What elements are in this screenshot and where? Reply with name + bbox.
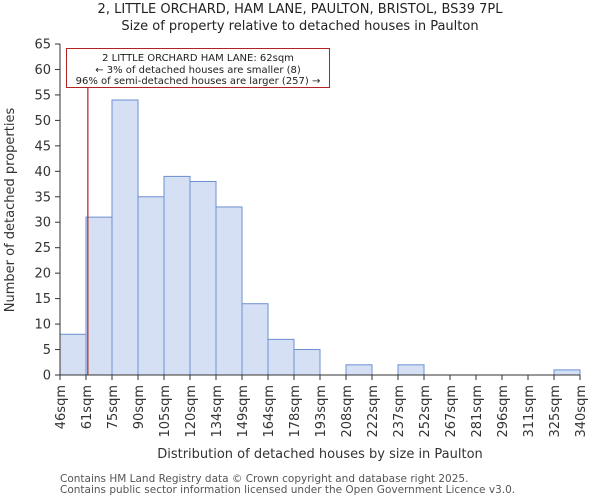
y-tick-label-45: 45	[34, 139, 51, 154]
bar-75sqm	[111, 99, 139, 376]
x-tick-label-325sqm: 325sqm	[548, 385, 563, 438]
x-tick-label-193sqm: 193sqm	[314, 385, 329, 438]
y-tick-label-20: 20	[34, 267, 51, 282]
x-axis-title: Distribution of detached houses by size …	[157, 447, 483, 462]
y-tick-label-0: 0	[43, 369, 51, 384]
x-tick-label-252sqm: 252sqm	[418, 385, 433, 438]
annotation-line-2: ← 3% of detached houses are smaller (8)	[95, 64, 301, 76]
x-tick-label-222sqm: 222sqm	[366, 385, 381, 438]
y-axis-title: Number of detached properties	[3, 108, 18, 313]
bar-164sqm	[267, 338, 295, 376]
footer-line-2: Contains public sector information licen…	[60, 484, 516, 496]
y-tick-label-5: 5	[43, 343, 51, 358]
x-tick-label-90sqm: 90sqm	[132, 385, 147, 429]
x-tick-label-311sqm: 311sqm	[522, 385, 537, 438]
x-tick-label-149sqm: 149sqm	[236, 385, 251, 438]
x-tick-label-237sqm: 237sqm	[392, 385, 407, 438]
x-tick-label-340sqm: 340sqm	[574, 385, 589, 438]
chart-subtitle: Size of property relative to detached ho…	[121, 19, 479, 34]
y-tick-label-60: 60	[34, 63, 51, 78]
y-tick-label-35: 35	[34, 190, 51, 205]
x-tick-label-46sqm: 46sqm	[54, 385, 69, 429]
bar-61sqm	[85, 216, 113, 376]
bar-46sqm	[59, 333, 87, 376]
x-tick-label-75sqm: 75sqm	[106, 385, 121, 429]
x-tick-label-267sqm: 267sqm	[444, 385, 459, 438]
x-tick-label-134sqm: 134sqm	[210, 385, 225, 438]
x-tick-label-164sqm: 164sqm	[262, 385, 277, 438]
y-tick-label-30: 30	[34, 216, 51, 231]
bar-134sqm	[215, 206, 243, 376]
y-tick-label-10: 10	[34, 318, 51, 333]
annotation-line-1: 2 LITTLE ORCHARD HAM LANE: 62sqm	[102, 53, 294, 64]
y-tick-label-25: 25	[34, 241, 51, 256]
y-tick-label-65: 65	[34, 38, 51, 53]
chart-title: 2, LITTLE ORCHARD, HAM LANE, PAULTON, BR…	[97, 2, 503, 17]
annotation-box: 2 LITTLE ORCHARD HAM LANE: 62sqm ← 3% of…	[66, 48, 330, 88]
footer-line-1: Contains HM Land Registry data © Crown c…	[60, 473, 469, 485]
bar-90sqm	[137, 196, 165, 376]
x-tick-label-208sqm: 208sqm	[340, 385, 355, 438]
annotation-line-3: 96% of semi-detached houses are larger (…	[75, 76, 321, 87]
x-tick-label-105sqm: 105sqm	[158, 385, 173, 438]
y-tick-label-15: 15	[34, 292, 51, 307]
bar-208sqm	[345, 364, 373, 376]
bar-149sqm	[241, 303, 269, 376]
y-tick-label-55: 55	[34, 88, 51, 103]
x-tick-label-61sqm: 61sqm	[80, 385, 95, 429]
bar-178sqm	[293, 349, 321, 376]
bar-120sqm	[189, 180, 217, 376]
x-tick-label-120sqm: 120sqm	[184, 385, 199, 438]
axes-group: 0 5 10 15 20 25 30 35 40 45 50 55 60 65 46sqm 61sqm 75sq…	[34, 38, 589, 438]
x-tick-label-296sqm: 296sqm	[496, 385, 511, 438]
bar-105sqm	[163, 175, 191, 376]
y-tick-label-40: 40	[34, 165, 51, 180]
y-tick-label-50: 50	[34, 114, 51, 129]
bar-325sqm	[553, 369, 581, 376]
bars-group	[59, 99, 581, 376]
bar-237sqm	[397, 364, 425, 376]
x-tick-label-178sqm: 178sqm	[288, 385, 303, 438]
x-tick-label-281sqm: 281sqm	[470, 385, 485, 438]
